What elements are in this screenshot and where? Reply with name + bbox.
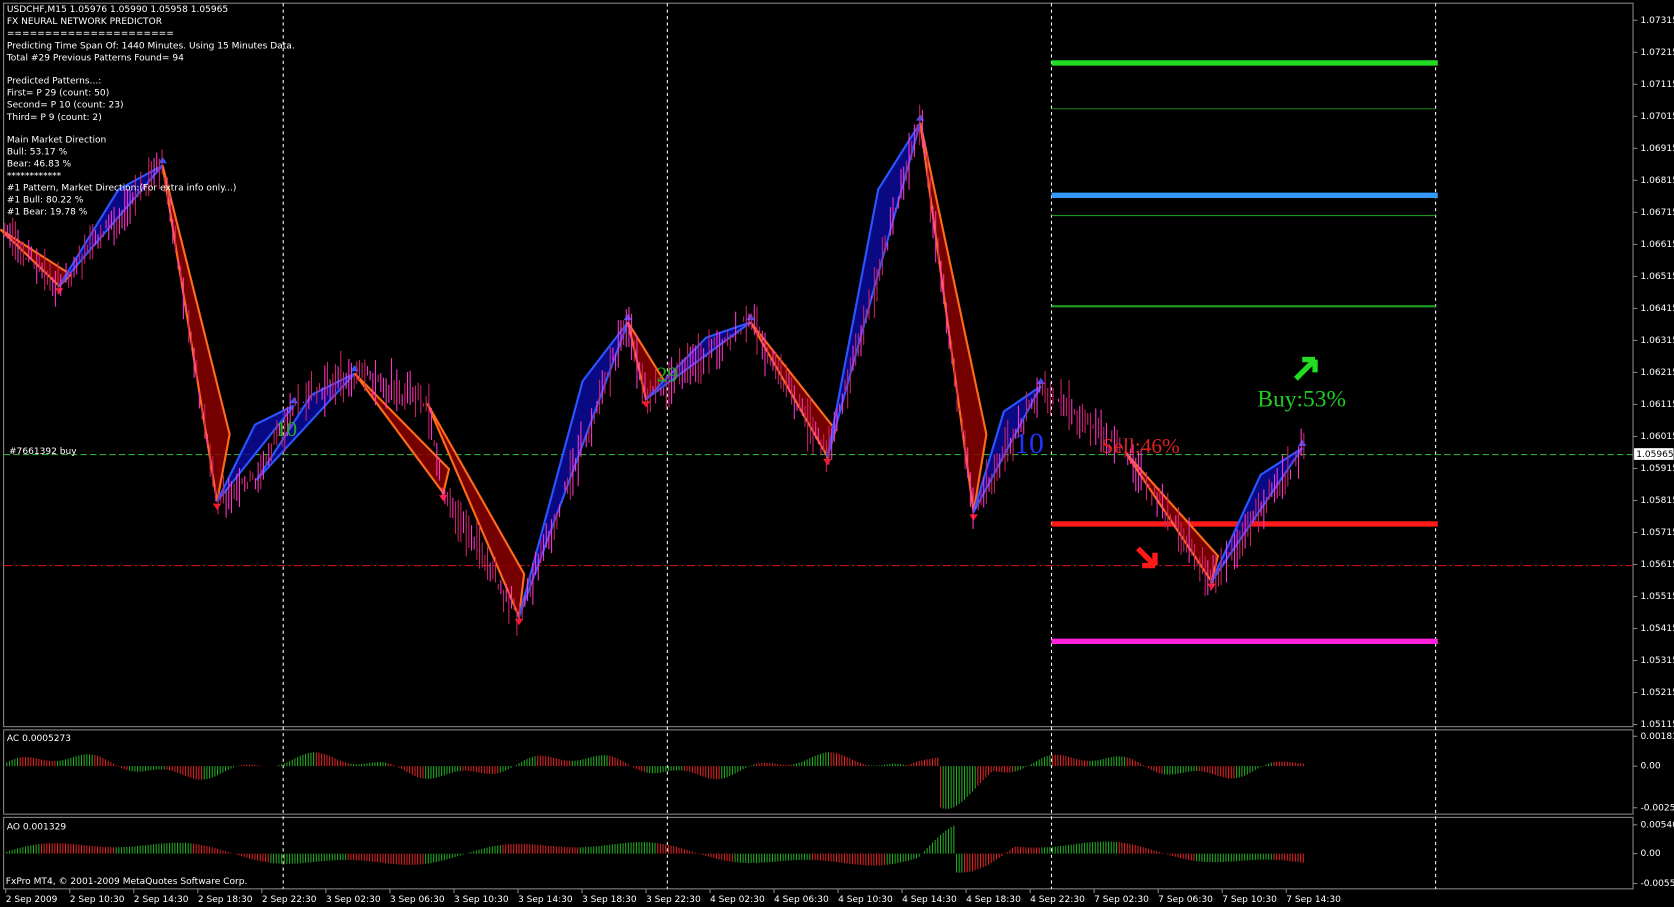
indicator-label: -0.00551: [1640, 879, 1674, 889]
pattern-label: 10: [1014, 427, 1044, 460]
time-label: 7 Sep 02:30: [1094, 895, 1149, 905]
pattern-label: 29: [657, 363, 678, 387]
price-label: 1.07215: [1640, 48, 1674, 58]
price-label: 1.06615: [1640, 240, 1674, 250]
main-frame: [3, 2, 1634, 728]
price-label: 1.06315: [1640, 336, 1674, 346]
time-label: 4 Sep 14:30: [902, 895, 957, 905]
price-label: 1.06515: [1640, 272, 1674, 282]
info-line: ************: [7, 171, 62, 181]
indicator-label: -0.00256: [1640, 803, 1674, 813]
time-label: 4 Sep 06:30: [774, 895, 829, 905]
indicators: [6, 752, 1304, 873]
time-label: 3 Sep 10:30: [454, 895, 509, 905]
buy-label: Buy:53%: [1257, 387, 1346, 413]
pattern-fill: [426, 402, 526, 621]
time-label: 2 Sep 14:30: [134, 895, 189, 905]
current-price: 1.05965: [1636, 450, 1673, 460]
info-line: Third= P 9 (count: 2): [6, 113, 102, 123]
time-label: 3 Sep 02:30: [326, 895, 381, 905]
pattern-fill: [161, 165, 231, 502]
time-label: 4 Sep 18:30: [966, 895, 1021, 905]
indicator-label: 0.00183: [1640, 732, 1674, 742]
order-label: #7661392 buy: [9, 447, 77, 457]
price-label: 1.06115: [1640, 400, 1674, 410]
time-label: 3 Sep 22:30: [646, 895, 701, 905]
price-label: 1.05515: [1640, 592, 1674, 602]
info-line: Second= P 10 (count: 23): [7, 101, 124, 111]
price-label: 1.06415: [1640, 304, 1674, 314]
buy-arrow: [1293, 356, 1318, 381]
info-line: USDCHF,M15 1.05976 1.05990 1.05958 1.059…: [7, 5, 228, 15]
info-line: Bull: 53.17 %: [7, 147, 68, 157]
time-label: 2 Sep 22:30: [262, 895, 317, 905]
time-label: 2 Sep 18:30: [198, 895, 253, 905]
price-label: 1.07115: [1640, 80, 1674, 90]
info-line: #1 Bull: 80.22 %: [7, 196, 84, 206]
price-label: 1.06915: [1640, 144, 1674, 154]
info-panel: USDCHF,M15 1.05976 1.05990 1.05958 1.059…: [6, 5, 295, 218]
price-label: 1.07315: [1640, 16, 1674, 26]
pivot-arrow: [212, 503, 222, 511]
info-line: Total #29 Previous Patterns Found= 94: [6, 53, 184, 63]
time-label: 2 Sep 2009: [6, 895, 58, 905]
price-label: 1.06215: [1640, 368, 1674, 378]
price-label: 1.05615: [1640, 560, 1674, 570]
price-label: 1.07015: [1640, 112, 1674, 122]
time-label: 3 Sep 18:30: [582, 895, 637, 905]
info-line: #1 Pattern, Market Direction:(For extra …: [7, 184, 237, 194]
info-line: Bear: 46.83 %: [7, 159, 72, 169]
ac-frame: [3, 729, 1634, 815]
info-line: #1 Bear: 19.78 %: [7, 208, 88, 218]
price-label: 1.06015: [1640, 432, 1674, 442]
pivot-arrow: [823, 458, 832, 466]
sell-label: Sell:46%: [1102, 434, 1180, 458]
sell-arrow: [1136, 546, 1158, 569]
time-label: 3 Sep 06:30: [390, 895, 445, 905]
price-label: 1.05715: [1640, 528, 1674, 538]
pivot-arrow: [54, 288, 64, 295]
price-label: 1.06715: [1640, 208, 1674, 218]
info-line: Predicting Time Span Of: 1440 Minutes. U…: [7, 41, 295, 51]
info-line: Main Market Direction: [7, 135, 107, 145]
pattern-label: 10: [276, 417, 297, 441]
pivot-arrow: [746, 313, 755, 321]
period-separators: [282, 3, 1437, 889]
info-line: ======================: [7, 29, 174, 39]
time-label: 4 Sep 22:30: [1030, 895, 1085, 905]
price-label: 1.05315: [1640, 656, 1674, 666]
time-label: 7 Sep 10:30: [1222, 895, 1277, 905]
time-label: 7 Sep 06:30: [1158, 895, 1213, 905]
price-label: 1.05215: [1640, 688, 1674, 698]
indicator-label: 0.00: [1640, 762, 1660, 772]
time-label: 7 Sep 14:30: [1286, 895, 1341, 905]
ac-title: AC 0.0005273: [7, 734, 71, 744]
candles: [4, 104, 1305, 636]
indicator-label: 0.00: [1640, 849, 1660, 859]
info-line: FX NEURAL NETWORK PREDICTOR: [7, 17, 163, 27]
price-marker: [1634, 448, 1674, 460]
time-label: 3 Sep 14:30: [518, 895, 573, 905]
copyright: FxPro MT4, © 2001-2009 MetaQuotes Softwa…: [6, 877, 248, 887]
time-label: 4 Sep 02:30: [710, 895, 765, 905]
info-line: Predicted Patterns...:: [7, 77, 101, 87]
price-label: 1.05415: [1640, 624, 1674, 634]
price-label: 1.05115: [1640, 720, 1674, 730]
pattern-fill: [353, 372, 451, 496]
ao-title: AO 0.001329: [7, 822, 67, 832]
price-label: 1.05815: [1640, 496, 1674, 506]
price-label: 1.06815: [1640, 176, 1674, 186]
time-label: 4 Sep 10:30: [838, 895, 893, 905]
time-label: 2 Sep 10:30: [70, 895, 125, 905]
price-label: 1.05915: [1640, 464, 1674, 474]
info-line: First= P 29 (count: 50): [7, 89, 109, 99]
